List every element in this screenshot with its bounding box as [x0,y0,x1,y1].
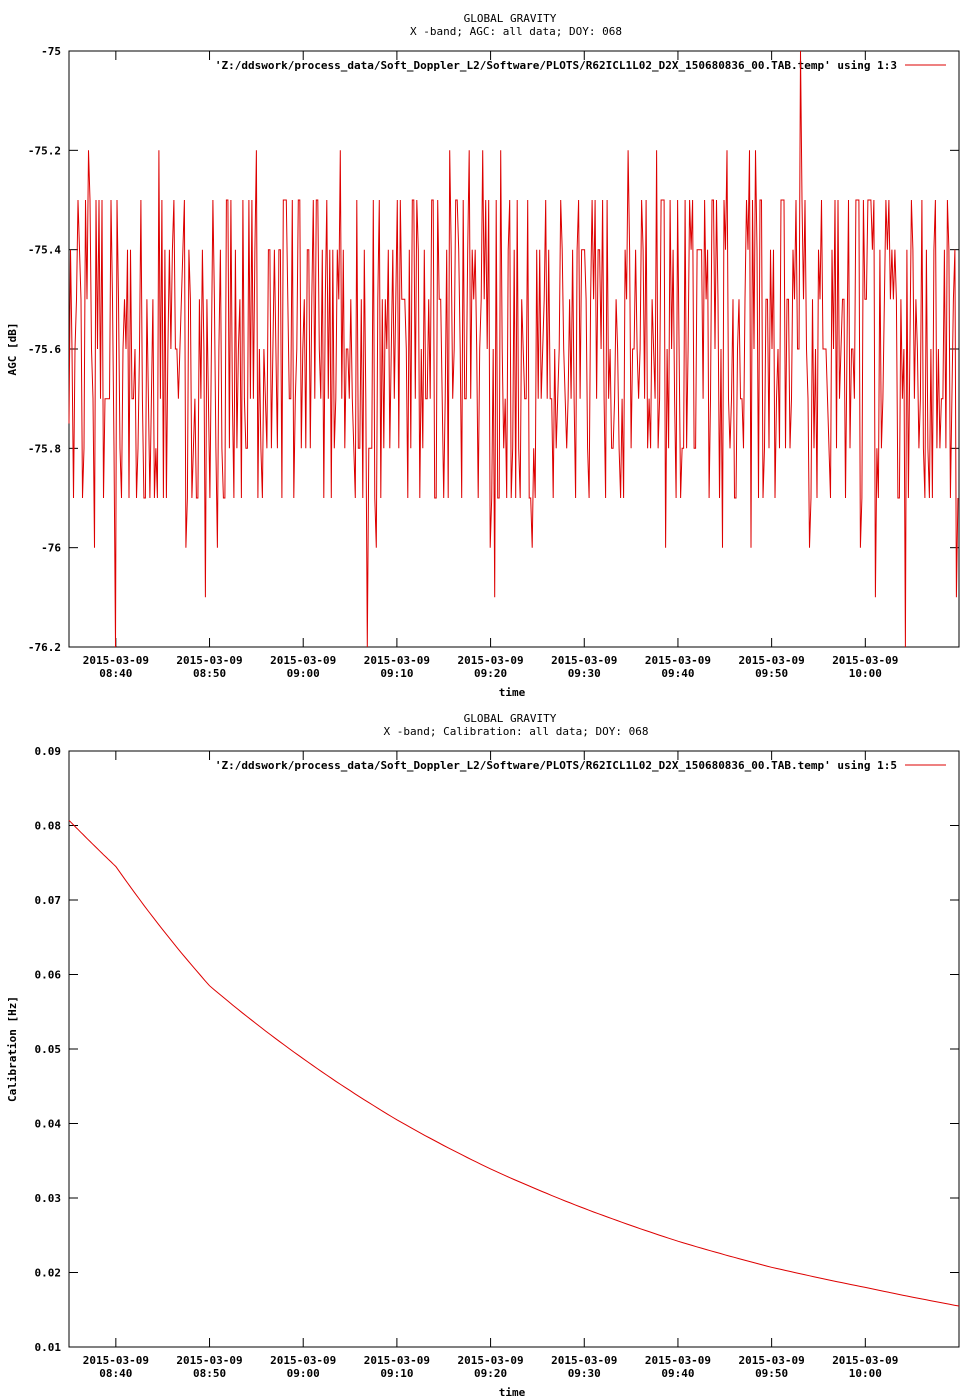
y-tick-label: -75.2 [28,144,61,157]
x-tick-date-label: 2015-03-09 [364,654,430,667]
y-axis-label: Calibration [Hz] [6,996,19,1102]
x-tick-time-label: 09:40 [661,1367,694,1380]
x-tick-time-label: 09:00 [287,667,320,680]
x-tick-date-label: 2015-03-09 [364,1354,430,1367]
y-tick-label: 0.09 [35,745,62,758]
x-tick-time-label: 09:40 [661,667,694,680]
x-tick-time-label: 08:40 [99,1367,132,1380]
x-tick-date-label: 2015-03-09 [551,1354,617,1367]
chart-title: GLOBAL GRAVITY [464,12,557,25]
y-tick-label: 0.07 [35,894,62,907]
legend-label: 'Z:/ddswork/process_data/Soft_Doppler_L2… [215,59,897,72]
x-tick-time-label: 10:00 [849,667,882,680]
x-tick-time-label: 09:10 [380,1367,413,1380]
x-tick-time-label: 09:20 [474,667,507,680]
x-tick-date-label: 2015-03-09 [739,1354,805,1367]
y-tick-label: -75.4 [28,244,61,257]
x-tick-date-label: 2015-03-09 [457,1354,523,1367]
chart-subtitle: X -band; Calibration: all data; DOY: 068 [384,725,649,738]
chart-subtitle: X -band; AGC: all data; DOY: 068 [410,25,622,38]
y-tick-label: 0.04 [35,1118,62,1131]
y-tick-label: 0.08 [35,820,62,833]
x-tick-date-label: 2015-03-09 [270,654,336,667]
x-tick-date-label: 2015-03-09 [739,654,805,667]
series-line [68,50,959,648]
plot-frame [68,750,960,1348]
legend-label: 'Z:/ddswork/process_data/Soft_Doppler_L2… [215,759,897,772]
x-tick-date-label: 2015-03-09 [270,1354,336,1367]
x-tick-date-label: 2015-03-09 [645,1354,711,1367]
x-tick-date-label: 2015-03-09 [645,654,711,667]
x-axis-label: time [499,1386,526,1399]
x-tick-time-label: 09:30 [568,667,601,680]
x-tick-time-label: 08:50 [193,1367,226,1380]
x-tick-time-label: 09:20 [474,1367,507,1380]
y-tick-label: -76 [41,542,61,555]
x-tick-time-label: 08:50 [193,667,226,680]
x-tick-time-label: 09:30 [568,1367,601,1380]
x-tick-time-label: 10:00 [849,1367,882,1380]
x-tick-date-label: 2015-03-09 [176,1354,242,1367]
x-tick-date-label: 2015-03-09 [176,654,242,667]
y-tick-label: 0.06 [35,969,62,982]
x-tick-date-label: 2015-03-09 [83,654,149,667]
y-tick-label: 0.02 [35,1267,62,1280]
y-tick-label: -76.2 [28,641,61,654]
y-tick-label: -75 [41,45,61,58]
x-tick-date-label: 2015-03-09 [832,1354,898,1367]
y-axis-label: AGC [dB] [6,323,19,376]
y-tick-label: 0.03 [35,1192,62,1205]
x-tick-time-label: 09:50 [755,667,788,680]
x-tick-time-label: 09:10 [380,667,413,680]
y-tick-label: -75.6 [28,343,61,356]
x-tick-time-label: 09:50 [755,1367,788,1380]
x-tick-time-label: 08:40 [99,667,132,680]
x-tick-time-label: 09:00 [287,1367,320,1380]
x-tick-date-label: 2015-03-09 [457,654,523,667]
x-tick-date-label: 2015-03-09 [83,1354,149,1367]
chart-title: GLOBAL GRAVITY [464,712,557,725]
x-axis-label: time [499,686,526,699]
y-tick-label: 0.01 [35,1341,62,1354]
series-line [68,819,960,1307]
x-tick-date-label: 2015-03-09 [832,654,898,667]
y-tick-label: -75.8 [28,442,61,455]
x-tick-date-label: 2015-03-09 [551,654,617,667]
y-tick-label: 0.05 [35,1043,62,1056]
